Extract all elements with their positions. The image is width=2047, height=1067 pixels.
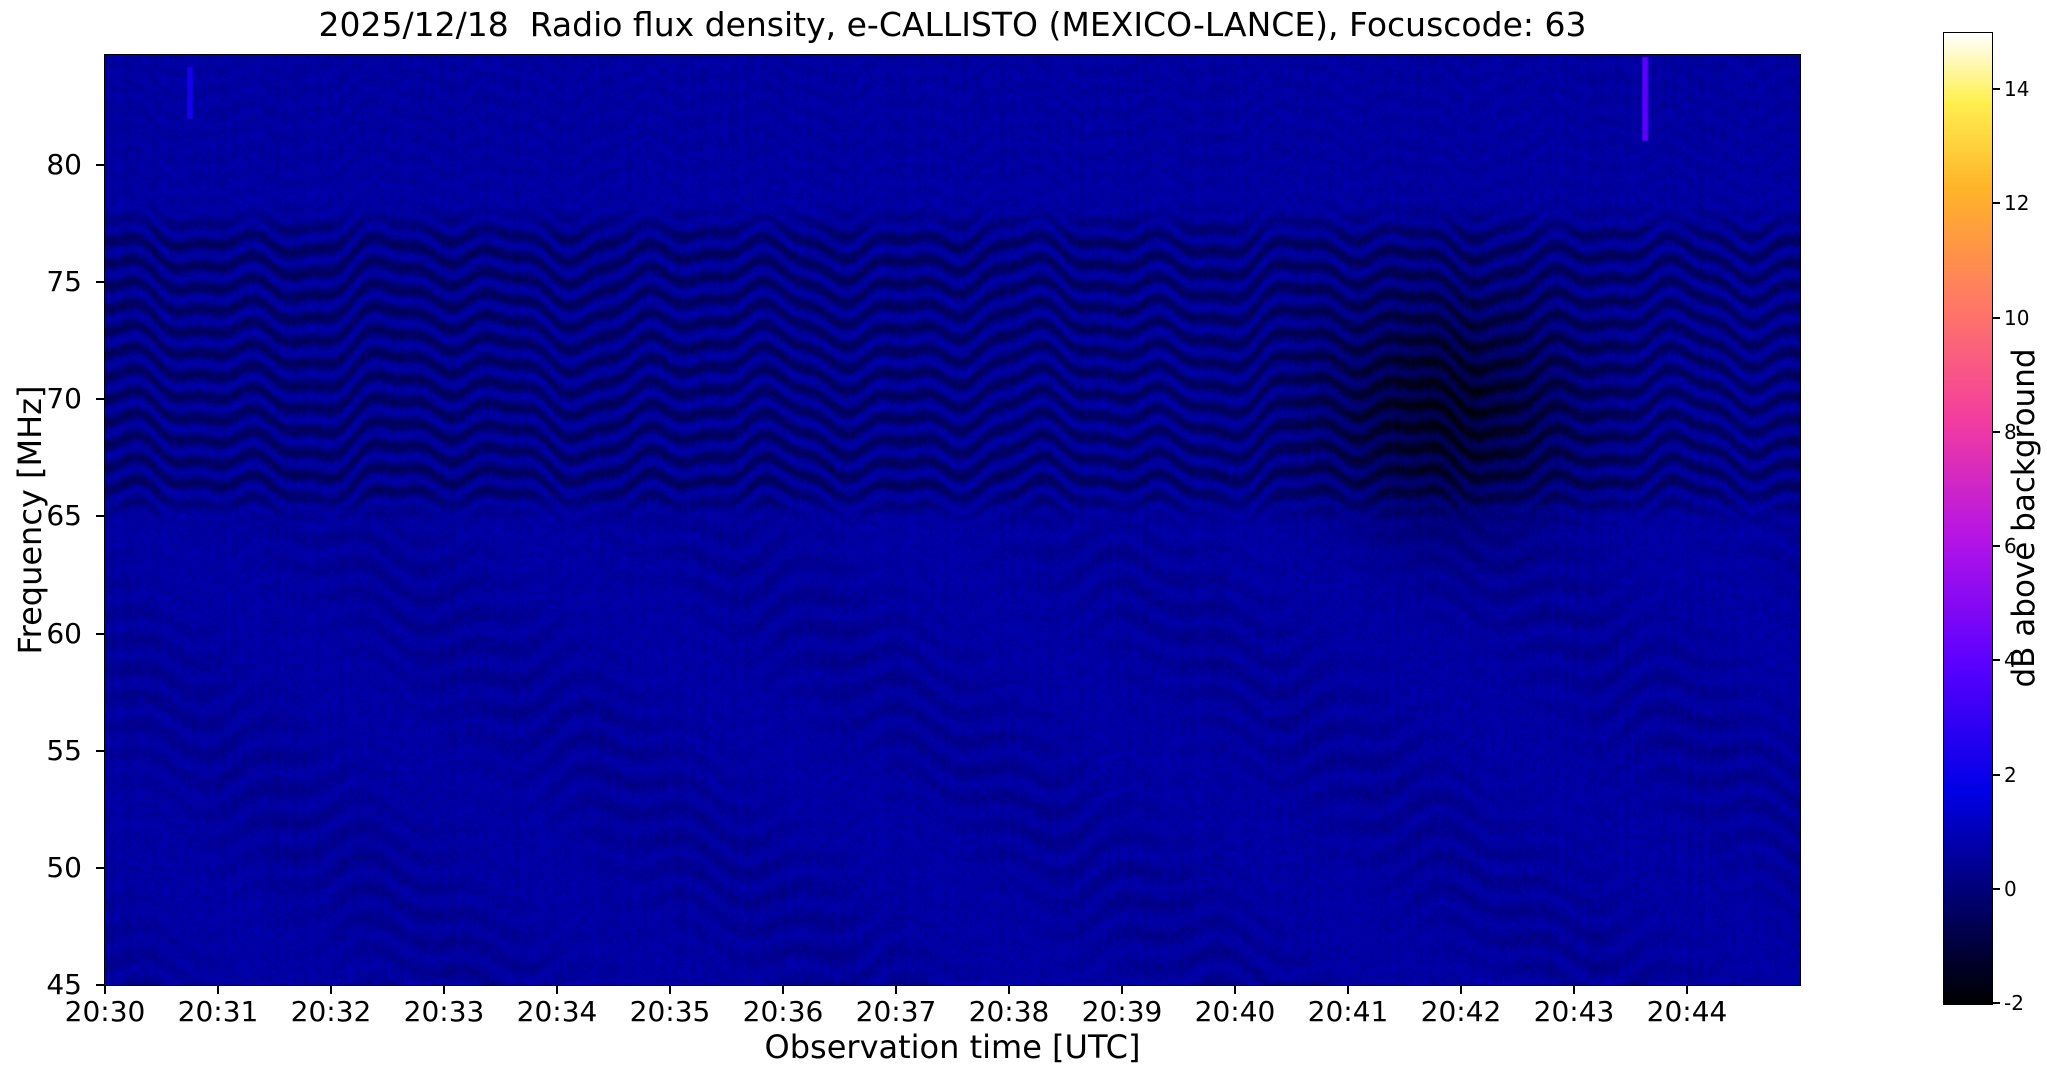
colorbar-tick-label: 10 — [2004, 305, 2030, 330]
y-tick-mark — [96, 281, 105, 284]
y-tick-label: 45 — [46, 968, 82, 1001]
x-tick-label: 20:32 — [290, 995, 372, 1028]
y-tick-label: 80 — [46, 148, 82, 182]
x-tick-label: 20:35 — [629, 995, 711, 1028]
y-tick-label: 55 — [46, 733, 82, 767]
x-tick-label: 20:33 — [403, 995, 485, 1028]
x-tick-label: 20:42 — [1420, 995, 1502, 1028]
colorbar-tick-mark — [1993, 316, 2000, 319]
x-tick-mark — [782, 985, 784, 994]
colorbar-tick-mark — [1993, 430, 2000, 433]
x-tick-mark — [217, 985, 219, 994]
x-tick-mark — [1008, 985, 1010, 994]
x-tick-label: 20:31 — [177, 995, 259, 1028]
chart-title: 2025/12/18 Radio flux density, e-CALLIST… — [318, 5, 1587, 44]
colorbar-tick-mark — [1993, 659, 2000, 662]
y-tick-mark — [96, 866, 105, 869]
colorbar-tick-mark — [1993, 887, 2000, 890]
y-tick-label: 75 — [46, 265, 82, 299]
y-tick-mark — [96, 632, 105, 635]
y-tick-label: 65 — [46, 499, 82, 533]
spectrogram-canvas — [105, 55, 1800, 985]
x-axis-label: Observation time [UTC] — [764, 1028, 1141, 1066]
colorbar-tick-mark — [1993, 202, 2000, 205]
x-tick-label: 20:41 — [1307, 995, 1389, 1028]
x-tick-mark — [443, 985, 445, 994]
y-tick-mark — [96, 749, 105, 752]
x-tick-label: 20:34 — [516, 995, 598, 1028]
x-tick-mark — [1460, 985, 1462, 994]
x-tick-label: 20:37 — [855, 995, 937, 1028]
y-tick-mark — [96, 398, 105, 401]
x-tick-mark — [1347, 985, 1349, 994]
colorbar-tick-label: 6 — [2004, 534, 2017, 559]
colorbar-tick-label: -2 — [2004, 991, 2024, 1015]
x-tick-label: 20:38 — [968, 995, 1050, 1028]
x-tick-mark — [330, 985, 332, 994]
x-tick-mark — [669, 985, 671, 994]
x-tick-label: 20:40 — [1194, 995, 1276, 1028]
colorbar-tick-mark — [1993, 773, 2000, 776]
x-tick-mark — [556, 985, 558, 994]
colorbar-tick-mark — [1993, 545, 2000, 548]
colorbar — [1943, 32, 1993, 1005]
x-tick-label: 20:30 — [64, 995, 146, 1028]
y-tick-mark — [96, 164, 105, 167]
colorbar-tick-label: 0 — [2004, 876, 2017, 901]
x-tick-mark — [1234, 985, 1236, 994]
x-tick-label: 20:43 — [1533, 995, 1615, 1028]
colorbar-tick-mark — [1993, 1002, 2000, 1004]
y-tick-label: 70 — [46, 382, 82, 416]
colorbar-tick-label: 14 — [2004, 77, 2030, 102]
y-tick-mark — [96, 515, 105, 518]
x-tick-mark — [1121, 985, 1123, 994]
colorbar-tick-label: 2 — [2004, 762, 2017, 787]
x-tick-label: 20:44 — [1646, 995, 1728, 1028]
y-tick-mark — [96, 984, 105, 986]
y-tick-label: 50 — [46, 850, 82, 884]
y-tick-label: 60 — [46, 616, 82, 650]
x-tick-mark — [1686, 985, 1688, 994]
x-tick-mark — [895, 985, 897, 994]
colorbar-label: dB above background — [2006, 348, 2042, 688]
colorbar-tick-label: 4 — [2004, 648, 2017, 673]
colorbar-tick-label: 12 — [2004, 191, 2030, 216]
x-tick-label: 20:39 — [1081, 995, 1163, 1028]
colorbar-tick-label: 8 — [2004, 419, 2017, 444]
x-tick-label: 20:36 — [742, 995, 824, 1028]
x-tick-mark — [1573, 985, 1575, 994]
x-tick-mark — [104, 985, 106, 994]
colorbar-tick-mark — [1993, 88, 2000, 91]
